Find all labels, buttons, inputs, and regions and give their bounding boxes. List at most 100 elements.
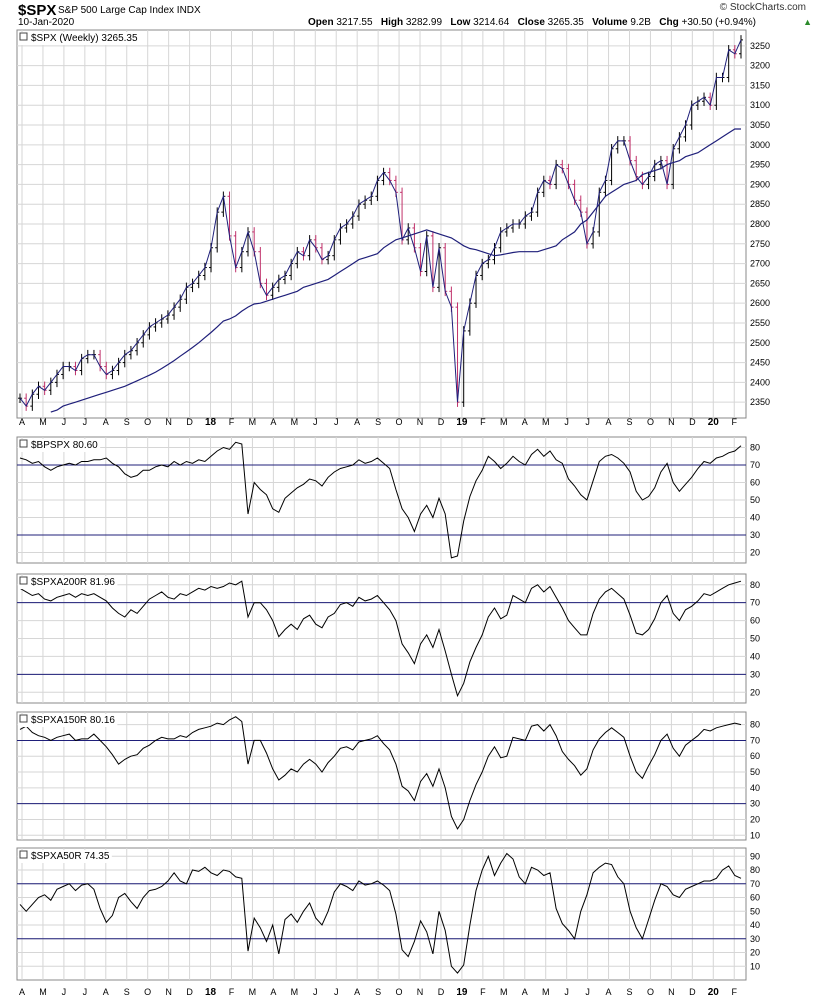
x-month-label: M (500, 417, 508, 427)
y-tick-label: 40 (750, 783, 760, 793)
y-tick-label: 20 (750, 687, 760, 697)
y-tick-label: 40 (750, 651, 760, 661)
high-label: High (380, 17, 404, 28)
y-tick-label: 30 (750, 934, 760, 944)
y-tick-label: 2600 (750, 298, 770, 308)
y-tick-label: 50 (750, 495, 760, 505)
open-value: 3217.55 (336, 17, 373, 28)
y-tick-label: 3150 (750, 80, 770, 90)
x-month-label: O (396, 987, 403, 997)
x-month-label: J (585, 987, 590, 997)
x-month-label: J (313, 417, 318, 427)
y-tick-label: 2350 (750, 397, 770, 407)
x-month-label: J (62, 417, 67, 427)
x-month-label: F (229, 987, 235, 997)
x-month-label: D (186, 987, 193, 997)
x-month-label: A (354, 417, 360, 427)
y-tick-label: 2450 (750, 358, 770, 368)
x-month-label: S (124, 987, 130, 997)
x-month-label: A (522, 417, 528, 427)
x-month-label: F (731, 987, 737, 997)
y-tick-label: 3250 (750, 41, 770, 51)
x-month-label: F (480, 417, 486, 427)
close-value: 3265.35 (547, 17, 584, 28)
y-tick-label: 70 (750, 598, 760, 608)
x-year-label: 19 (456, 987, 468, 998)
y-tick-label: 2700 (750, 259, 770, 269)
x-month-label: J (62, 987, 67, 997)
x-year-label: 18 (205, 987, 217, 998)
x-month-label: A (19, 987, 25, 997)
x-month-label: J (83, 417, 88, 427)
high-value: 3282.99 (405, 17, 443, 28)
panel-title-background (18, 439, 101, 452)
x-year-label: 19 (456, 417, 468, 428)
x-month-label: N (165, 987, 172, 997)
y-tick-label: 80 (750, 443, 760, 453)
x-month-label: M (249, 987, 257, 997)
x-month-label: N (165, 417, 172, 427)
close-line (19, 39, 742, 408)
panel-title: $SPXA150R 80.16 (31, 715, 115, 726)
y-tick-label: 30 (750, 669, 760, 679)
y-tick-label: 60 (750, 478, 760, 488)
volume-value: 9.2B (630, 17, 651, 28)
quote-summary: Open 3217.55 High 3282.99 Low 3214.64 Cl… (308, 17, 756, 28)
panel-title: $SPX (Weekly) 3265.35 (31, 33, 138, 44)
x-month-label: A (103, 987, 109, 997)
x-month-label: M (291, 987, 299, 997)
x-month-label: M (291, 417, 299, 427)
y-tick-label: 50 (750, 906, 760, 916)
open-label: Open (308, 17, 334, 28)
y-tick-label: 2900 (750, 179, 770, 189)
y-tick-label: 2750 (750, 239, 770, 249)
x-year-label: 20 (708, 417, 720, 428)
x-month-label: J (564, 417, 569, 427)
panel-title-background (18, 32, 140, 45)
y-tick-label: 2950 (750, 160, 770, 170)
x-month-label: F (229, 417, 235, 427)
indicator-line (19, 852, 742, 974)
y-tick-label: 30 (750, 530, 760, 540)
x-month-label: N (668, 987, 675, 997)
x-month-label: N (668, 417, 675, 427)
y-tick-label: 2800 (750, 219, 770, 229)
x-month-label: D (689, 987, 696, 997)
y-tick-label: 3100 (750, 100, 770, 110)
panel-title-background (18, 714, 118, 727)
panel-title-background (18, 576, 118, 589)
y-tick-label: 50 (750, 634, 760, 644)
x-month-label: A (606, 987, 612, 997)
low-label: Low (450, 17, 471, 28)
indicator-line (19, 716, 742, 830)
x-month-label: J (564, 987, 569, 997)
index-name-label: S&P 500 Large Cap Index INDX (58, 5, 201, 16)
x-month-label: M (500, 987, 508, 997)
y-tick-label: 60 (750, 893, 760, 903)
y-tick-label: 30 (750, 799, 760, 809)
y-tick-label: 80 (750, 720, 760, 730)
x-month-label: J (334, 987, 339, 997)
y-tick-label: 3200 (750, 61, 770, 71)
y-tick-label: 70 (750, 879, 760, 889)
y-tick-label: 80 (750, 580, 760, 590)
indicator-line (19, 441, 742, 559)
close-label: Close (517, 17, 545, 28)
chg-value: +30.50 (+0.94%) (681, 17, 757, 28)
x-month-label: J (313, 987, 318, 997)
x-month-label: F (731, 417, 737, 427)
x-month-label: N (417, 417, 424, 427)
indicator-line (19, 580, 742, 698)
y-tick-label: 40 (750, 920, 760, 930)
y-tick-label: 3000 (750, 140, 770, 150)
x-month-label: D (689, 417, 696, 427)
x-month-label: A (103, 417, 109, 427)
x-month-label: O (144, 417, 151, 427)
y-tick-label: 40 (750, 513, 760, 523)
x-month-label: A (606, 417, 612, 427)
x-month-label: D (186, 417, 193, 427)
y-tick-label: 90 (750, 851, 760, 861)
y-tick-label: 50 (750, 767, 760, 777)
volume-label: Volume (592, 17, 628, 28)
